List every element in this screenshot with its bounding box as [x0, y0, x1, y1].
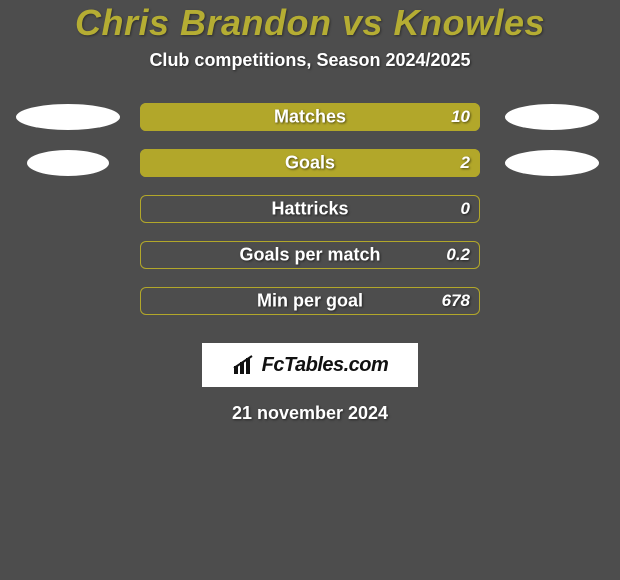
page-subtitle: Club competitions, Season 2024/2025: [0, 50, 620, 71]
comparison-infographic: Chris Brandon vs Knowles Club competitio…: [0, 2, 620, 580]
stat-label: Goals: [285, 153, 335, 174]
ellipse-icon: [16, 104, 120, 130]
stat-label: Goals per match: [239, 245, 380, 266]
stat-rows: Matches 10 Goals 2: [0, 103, 620, 315]
date-text: 21 november 2024: [0, 403, 620, 424]
stat-label: Matches: [274, 107, 346, 128]
stat-bar: Min per goal 678: [140, 287, 480, 315]
stat-value: 0: [461, 199, 470, 219]
stat-value: 2: [461, 153, 470, 173]
stat-bar: Goals 2: [140, 149, 480, 177]
stat-value: 10: [451, 107, 470, 127]
right-marker: [492, 104, 612, 130]
bar-chart-icon: [232, 354, 258, 376]
stat-row: Matches 10: [0, 103, 620, 131]
ellipse-icon: [505, 150, 599, 176]
stat-bar: Matches 10: [140, 103, 480, 131]
right-marker: [492, 150, 612, 176]
stat-row: Hattricks 0: [0, 195, 620, 223]
stat-bar: Hattricks 0: [140, 195, 480, 223]
logo-text: FcTables.com: [262, 354, 389, 377]
left-marker: [8, 150, 128, 176]
ellipse-icon: [505, 104, 599, 130]
fctables-link[interactable]: FcTables.com: [202, 343, 418, 387]
page-title: Chris Brandon vs Knowles: [0, 2, 620, 44]
stat-value: 0.2: [446, 245, 470, 265]
ellipse-icon: [27, 150, 109, 176]
stat-label: Min per goal: [257, 291, 363, 312]
left-marker: [8, 104, 128, 130]
stat-row: Goals 2: [0, 149, 620, 177]
stat-bar: Goals per match 0.2: [140, 241, 480, 269]
stat-row: Goals per match 0.2: [0, 241, 620, 269]
stat-label: Hattricks: [271, 199, 348, 220]
stat-value: 678: [442, 291, 470, 311]
stat-row: Min per goal 678: [0, 287, 620, 315]
